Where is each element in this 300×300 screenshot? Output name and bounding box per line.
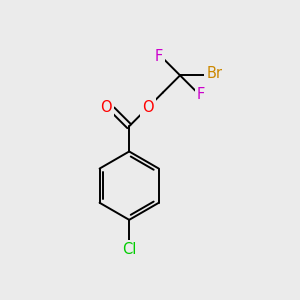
Text: Br: Br	[206, 66, 222, 81]
Text: Cl: Cl	[122, 242, 136, 257]
Text: F: F	[197, 87, 205, 102]
Text: F: F	[155, 49, 163, 64]
Text: O: O	[142, 100, 154, 115]
Text: O: O	[100, 100, 112, 116]
